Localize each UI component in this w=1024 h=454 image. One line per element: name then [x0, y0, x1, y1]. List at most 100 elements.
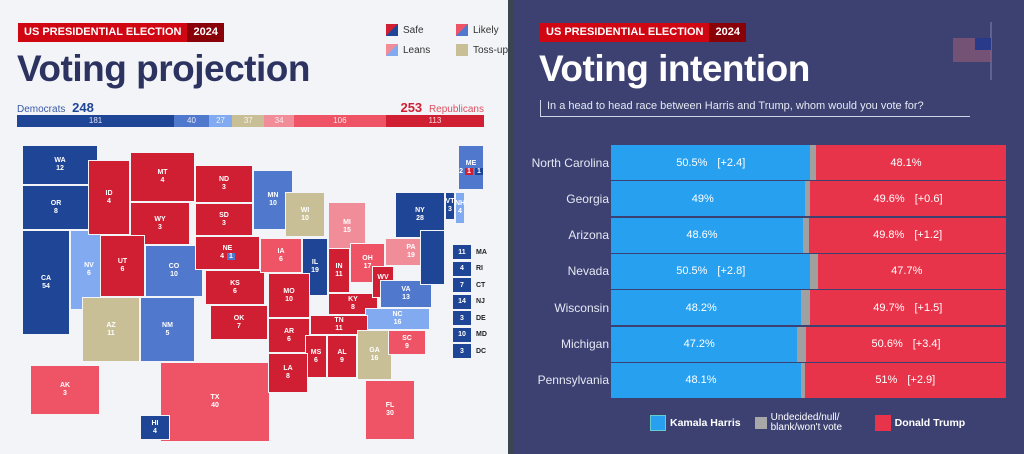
- state-me[interactable]: ME 2 1 1: [458, 145, 484, 190]
- legend-trump: Donald Trump: [874, 415, 965, 431]
- harris-bar: 50.5% [+2.8]: [611, 253, 811, 289]
- state-label: Nevada: [567, 264, 609, 279]
- state-ut[interactable]: UT 6: [100, 235, 145, 297]
- undecided-bar: [801, 290, 810, 326]
- maine-district-badge: 1: [465, 167, 473, 175]
- poll-row: North Carolina 50.5% [+2.4] 48.1%: [513, 145, 1024, 180]
- state-ok[interactable]: OK 7: [210, 305, 268, 340]
- legend-likely: Likely: [456, 24, 516, 36]
- state-label: Arizona: [568, 228, 609, 243]
- state-hi[interactable]: HI 4: [140, 415, 170, 440]
- state-nc[interactable]: NC 16: [365, 308, 430, 330]
- maine-district-badge: 1: [474, 167, 483, 175]
- bar-segment-likely_d: 40: [174, 115, 209, 127]
- bar-segment-safe_d: 181: [17, 115, 175, 127]
- legend-safe: Safe: [386, 24, 456, 36]
- state-fl[interactable]: FL 30: [365, 380, 415, 440]
- legend-leans: Leans: [386, 44, 456, 56]
- party-totals: Democrats 248 253 Republicans: [17, 100, 484, 115]
- undecided-bar: [797, 326, 807, 362]
- state-ak[interactable]: AK 3: [30, 365, 100, 415]
- state-in[interactable]: IN 11: [328, 248, 350, 293]
- bar-segment-tossup: 37: [232, 115, 265, 127]
- state-sd[interactable]: SD 3: [195, 203, 253, 236]
- undecided-bar: [810, 253, 818, 289]
- state-mo[interactable]: MO 10: [268, 273, 310, 318]
- state-ca[interactable]: CA 54: [22, 230, 70, 335]
- trump-bar: 50.6% [+3.4]: [806, 326, 1006, 362]
- legend-tossup: Toss-up: [456, 44, 516, 56]
- state-mt[interactable]: MT 4: [130, 152, 195, 202]
- electoral-votes-bar: 181 40 27 37 34 106 113: [17, 115, 484, 127]
- small-state-dc[interactable]: 3 DC: [453, 344, 486, 358]
- undecided-bar: [802, 217, 810, 253]
- state-ga[interactable]: GA 16: [357, 330, 392, 380]
- harris-bar: 47.2%: [611, 326, 798, 362]
- state-co[interactable]: CO 10: [145, 245, 203, 297]
- republicans-total: 253: [400, 100, 423, 115]
- undecided-swatch-icon: [754, 417, 767, 429]
- bar-segment-lean_r: 34: [264, 115, 294, 127]
- small-state-ri[interactable]: 4 RI: [453, 261, 483, 276]
- state-sc[interactable]: SC 9: [388, 330, 426, 355]
- state-label: Georgia: [566, 191, 609, 206]
- harris-bar: 48.6%: [611, 217, 803, 253]
- undecided-bar: [804, 181, 811, 217]
- harris-bar: 49%: [611, 181, 805, 217]
- state-ms[interactable]: MS 6: [305, 335, 327, 378]
- nebraska-district-badge: 1: [227, 253, 235, 260]
- state-tx[interactable]: TX 40: [160, 362, 270, 442]
- state-nh[interactable]: NH 4: [455, 192, 465, 224]
- republicans-label: Republicans: [428, 104, 484, 115]
- legend-undecided: Undecided/null/ blank/won't vote: [754, 413, 861, 433]
- democrats-label: Democrats: [17, 104, 66, 115]
- page-title: Voting intention: [539, 48, 810, 89]
- small-state-md[interactable]: 10 MD: [453, 327, 487, 342]
- election-tag: US PRESIDENTIAL ELECTION 2024: [540, 23, 746, 42]
- small-state-ct[interactable]: 7 CT: [453, 278, 485, 292]
- trump-bar: 49.7% [+1.5]: [809, 290, 1006, 326]
- northeast-small-states: [420, 230, 445, 285]
- survey-question: In a head to head race between Harris an…: [540, 100, 970, 117]
- voting-projection-panel: US PRESIDENTIAL ELECTION 2024 Voting proj…: [0, 0, 508, 454]
- trump-bar: 49.8% [+1.2]: [809, 217, 1006, 253]
- rating-legend: Safe Likely Leans Toss-up: [386, 24, 516, 56]
- small-state-de[interactable]: 3 DE: [453, 311, 486, 325]
- state-la[interactable]: LA 8: [268, 353, 308, 393]
- state-ne[interactable]: NE 4 1: [195, 236, 260, 270]
- state-wa[interactable]: WA 12: [22, 145, 98, 185]
- state-vt[interactable]: VT 3: [445, 192, 455, 220]
- trump-bar: 47.7%: [817, 253, 1006, 289]
- bar-segment-likely_r: 106: [293, 115, 386, 127]
- state-wi[interactable]: WI 10: [285, 192, 325, 237]
- election-tag: US PRESIDENTIAL ELECTION 2024: [18, 23, 224, 42]
- state-label: North Carolina: [531, 155, 609, 170]
- harris-bar: 50.5% [+2.4]: [611, 145, 811, 180]
- state-ar[interactable]: AR 6: [268, 318, 310, 353]
- trump-avatar-icon: [874, 415, 891, 431]
- small-state-ma[interactable]: 11 MA: [453, 245, 487, 259]
- trump-bar: 49.6% [+0.6]: [810, 181, 1006, 217]
- bar-segment-lean_d: 27: [208, 115, 233, 127]
- state-az[interactable]: AZ 11: [82, 297, 140, 362]
- state-ks[interactable]: KS 6: [205, 270, 265, 305]
- poll-row: Georgia 49% 49.6% [+0.6]: [513, 181, 1024, 217]
- state-nd[interactable]: ND 3: [195, 165, 253, 203]
- state-label: Pennsylvania: [537, 373, 609, 388]
- state-label: Wisconsin: [554, 300, 609, 315]
- state-label: Michigan: [560, 337, 609, 351]
- poll-row: Wisconsin 48.2% 49.7% [+1.5]: [513, 290, 1024, 326]
- state-or[interactable]: OR 8: [22, 185, 90, 230]
- poll-legend: Kamala Harris Undecided/null/ blank/won'…: [650, 413, 965, 433]
- us-flag-icon: [953, 22, 992, 80]
- state-il[interactable]: IL 19: [302, 238, 328, 296]
- state-id[interactable]: ID 4: [88, 160, 130, 235]
- poll-row: Michigan 47.2% 50.6% [+3.4]: [513, 326, 1024, 362]
- small-state-nj[interactable]: 14 NJ: [453, 294, 485, 309]
- page-title: Voting projection: [17, 48, 310, 89]
- state-al[interactable]: AL 9: [327, 335, 357, 378]
- state-ia[interactable]: IA 6: [260, 238, 302, 273]
- undecided-bar: [800, 362, 805, 398]
- state-nm[interactable]: NM 5: [140, 297, 195, 362]
- state-tn[interactable]: TN 11: [310, 315, 368, 335]
